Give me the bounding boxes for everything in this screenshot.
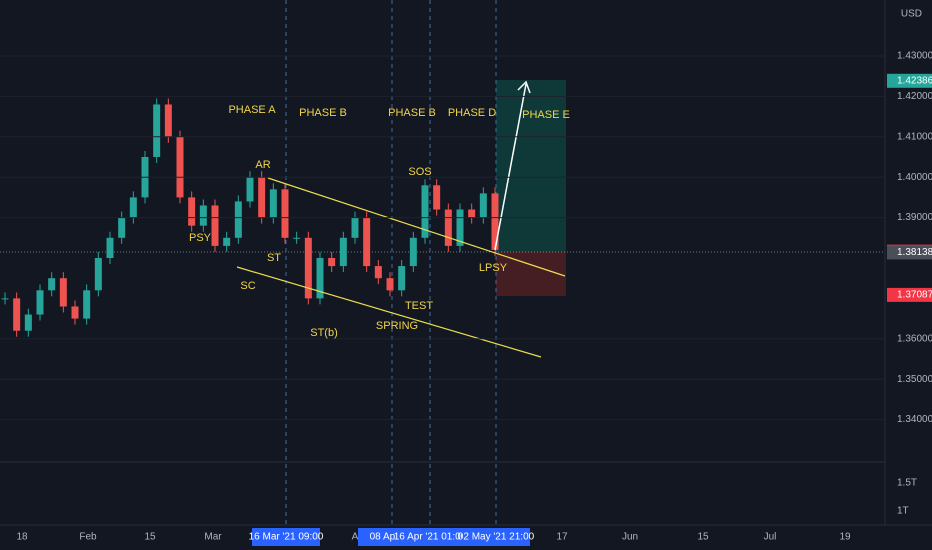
candle xyxy=(199,205,207,226)
annotation: AR xyxy=(255,159,270,171)
annotation: SC xyxy=(240,280,255,292)
x-tick-label: 18 xyxy=(16,532,28,543)
x-tick-label: A xyxy=(352,532,359,543)
candle xyxy=(106,237,114,258)
candle xyxy=(71,306,79,319)
candle xyxy=(83,290,91,319)
time-highlight xyxy=(396,528,464,546)
candle xyxy=(211,205,219,246)
y-tick-label: 1.41000 xyxy=(897,131,932,142)
y-tick-label: 1.39000 xyxy=(897,212,932,223)
x-tick-label: Feb xyxy=(79,532,97,543)
candle xyxy=(164,104,172,137)
candle xyxy=(176,136,184,198)
y-tick-label: 1.43000 xyxy=(897,51,932,62)
channel-upper xyxy=(267,177,566,277)
annotation: TEST xyxy=(405,300,433,312)
candle xyxy=(444,209,452,246)
y-tick-label: 1.42000 xyxy=(897,91,932,102)
x-tick-label: 16 Mar '21 09:00 xyxy=(249,532,324,543)
candle xyxy=(48,278,56,291)
volume-tick-label: 1.5T xyxy=(897,478,917,489)
channel-lower xyxy=(236,266,542,358)
y-tick-label: 1.40000 xyxy=(897,172,932,183)
volume-tick-label: 1T xyxy=(897,506,909,517)
annotation: PHASE A xyxy=(228,104,276,116)
candle xyxy=(281,189,289,238)
projection-arrow xyxy=(494,83,527,251)
x-tick-label: Jun xyxy=(622,532,638,543)
price-badge-label: 1.38138 xyxy=(897,247,932,258)
y-tick-label: 1.36000 xyxy=(897,333,932,344)
price-badge xyxy=(887,73,932,88)
candle xyxy=(223,237,231,246)
x-tick-label: 19 xyxy=(839,532,851,543)
annotation: PHASE B xyxy=(299,107,347,119)
candle xyxy=(456,209,464,246)
candle xyxy=(234,201,242,238)
candle xyxy=(188,197,196,226)
x-tick-label: 15 xyxy=(144,532,156,543)
x-tick-label: 17 xyxy=(556,532,568,543)
candle xyxy=(293,237,301,239)
currency: USD xyxy=(901,9,922,20)
candle xyxy=(59,278,67,307)
annotation: ST xyxy=(267,252,281,264)
candle xyxy=(433,185,441,210)
candle xyxy=(1,298,9,300)
x-tick-label: 15 xyxy=(697,532,709,543)
annotation: ST(b) xyxy=(310,327,338,339)
candle xyxy=(328,258,336,267)
candles xyxy=(1,98,499,337)
y-tick-label: 1.35000 xyxy=(897,374,932,385)
arrow-head xyxy=(517,80,531,94)
candle xyxy=(94,258,102,291)
annotation: LPSY xyxy=(479,262,508,274)
candle xyxy=(468,209,476,218)
time-highlight xyxy=(462,528,530,546)
candle xyxy=(491,193,499,250)
x-tick-label: 16 Apr '21 01:00 xyxy=(394,532,467,543)
candle xyxy=(398,266,406,291)
candle xyxy=(386,278,394,291)
annotation: PSY xyxy=(189,232,212,244)
loss-zone xyxy=(496,252,566,296)
annotation: PHASE B xyxy=(388,107,436,119)
candle xyxy=(36,290,44,315)
y-tick-label: 1.34000 xyxy=(897,414,932,425)
price-badge-label: 1.42386 xyxy=(897,75,932,86)
candle xyxy=(13,298,21,331)
candle xyxy=(421,185,429,238)
candle xyxy=(351,217,359,238)
candle xyxy=(24,314,32,331)
candle xyxy=(339,237,347,267)
price-badge-label: 1.37087 xyxy=(897,290,932,301)
candle xyxy=(269,189,277,218)
candle xyxy=(118,217,126,238)
annotation: PHASE E xyxy=(522,109,570,121)
x-tick-label: Jul xyxy=(764,532,777,543)
time-highlight xyxy=(252,528,320,546)
candle xyxy=(246,177,254,202)
profit-zone xyxy=(496,80,566,252)
candle xyxy=(153,104,161,157)
x-tick-label: 08 Apr '21 xyxy=(370,532,415,543)
annotation: PHASE D xyxy=(448,107,496,119)
annotation: SPRING xyxy=(376,320,418,332)
candle xyxy=(258,177,266,218)
x-tick-label: 02 May '21 21:00 xyxy=(458,532,535,543)
annotation: SOS xyxy=(408,166,431,178)
x-tick-label: Mar xyxy=(204,532,222,543)
candle xyxy=(409,237,417,267)
candle xyxy=(374,266,382,279)
price-badge xyxy=(887,245,932,260)
candle xyxy=(304,237,312,299)
candle xyxy=(363,217,371,267)
candle xyxy=(316,258,324,299)
candle xyxy=(479,193,487,218)
candle xyxy=(129,197,137,218)
price-badge xyxy=(887,287,932,302)
